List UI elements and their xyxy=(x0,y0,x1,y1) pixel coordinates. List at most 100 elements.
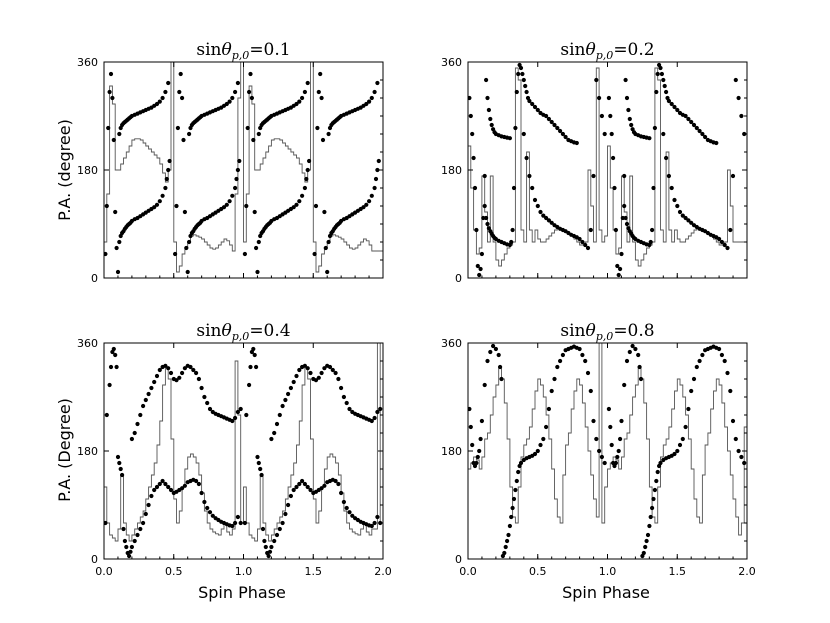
data-point xyxy=(514,478,519,484)
data-point xyxy=(336,376,341,382)
data-point xyxy=(615,263,620,269)
data-point xyxy=(622,203,627,209)
data-point xyxy=(230,523,235,529)
data-point xyxy=(725,370,730,376)
data-point xyxy=(164,176,169,182)
data-point xyxy=(535,203,540,209)
y-tick-label: 360 xyxy=(441,56,462,69)
data-point xyxy=(294,484,299,490)
data-point xyxy=(230,418,235,424)
data-point xyxy=(549,220,554,225)
data-point xyxy=(141,520,146,526)
data-point xyxy=(496,352,501,358)
data-point xyxy=(484,215,489,221)
data-point xyxy=(266,553,271,559)
data-point xyxy=(341,394,346,400)
data-point xyxy=(511,185,517,191)
data-point xyxy=(104,520,108,526)
data-point xyxy=(135,421,140,427)
data-point xyxy=(719,239,725,245)
data-point xyxy=(256,131,261,137)
data-point xyxy=(244,203,249,209)
data-point xyxy=(739,113,744,119)
data-point xyxy=(326,239,331,245)
data-point xyxy=(113,209,118,215)
data-point xyxy=(518,460,524,466)
title-prefix: sin xyxy=(560,321,585,341)
data-point xyxy=(302,481,307,487)
data-point xyxy=(493,346,498,352)
data-point xyxy=(623,77,628,83)
data-point xyxy=(320,137,326,143)
data-point xyxy=(152,379,157,385)
data-point xyxy=(118,466,123,472)
data-point xyxy=(615,454,620,460)
data-point xyxy=(655,469,660,475)
data-point xyxy=(230,193,235,198)
data-point xyxy=(549,388,554,394)
data-point xyxy=(174,378,179,383)
data-point xyxy=(341,499,346,505)
data-point xyxy=(106,125,111,131)
data-point xyxy=(180,95,185,101)
data-point xyxy=(135,532,140,538)
data-point xyxy=(498,364,503,370)
data-point xyxy=(262,538,267,544)
data-point xyxy=(168,487,174,493)
data-point xyxy=(308,370,313,376)
data-point xyxy=(686,406,691,412)
data-point xyxy=(574,140,579,146)
data-point xyxy=(166,167,171,173)
data-point xyxy=(173,251,178,257)
data-point xyxy=(163,185,168,191)
data-point xyxy=(742,460,747,466)
data-point xyxy=(291,487,296,493)
data-point xyxy=(221,205,227,210)
data-point xyxy=(675,203,680,209)
data-point xyxy=(602,460,607,466)
data-point xyxy=(207,510,213,515)
data-point xyxy=(319,486,324,491)
data-point xyxy=(247,382,252,388)
title-value: =0.2 xyxy=(613,40,654,60)
data-point xyxy=(322,209,327,215)
data-point xyxy=(237,158,242,164)
data-point xyxy=(700,352,705,358)
data-point xyxy=(302,89,307,95)
data-point xyxy=(555,364,560,370)
data-point xyxy=(503,544,508,550)
x-tick-label: 0.0 xyxy=(95,565,113,578)
data-point xyxy=(608,113,613,119)
data-point xyxy=(491,343,496,349)
data-point xyxy=(485,221,490,227)
data-point xyxy=(530,185,535,191)
data-point xyxy=(722,242,727,248)
histogram-line xyxy=(104,343,383,542)
data-point xyxy=(318,71,323,77)
data-point xyxy=(367,199,372,204)
plot-area xyxy=(468,343,747,559)
panel-3: 0.0 0.5 1.0 1.5 2.0 0 180 360 sinθp,0=0.4 xyxy=(77,321,392,578)
data-point xyxy=(524,89,529,95)
data-point xyxy=(580,352,585,358)
data-point xyxy=(479,251,484,257)
data-point xyxy=(478,266,483,272)
panel-4: 0.0 0.5 1.0 1.5 2.0 0 180 360 sinθp,0=0.8 xyxy=(441,321,756,578)
data-point xyxy=(339,490,344,496)
data-point xyxy=(507,523,512,529)
data-point xyxy=(300,478,305,484)
data-point xyxy=(509,239,514,245)
data-point xyxy=(369,418,374,424)
data-point xyxy=(664,89,669,95)
data-point xyxy=(316,89,321,95)
data-point xyxy=(651,496,656,502)
title-subscript: p,0 xyxy=(232,330,250,343)
data-point xyxy=(683,113,688,119)
data-point xyxy=(177,89,182,95)
data-point xyxy=(730,418,736,424)
y-tick-label: 180 xyxy=(77,164,98,177)
data-point xyxy=(683,424,688,430)
data-point xyxy=(629,122,634,128)
data-point xyxy=(518,65,524,71)
data-point xyxy=(549,119,554,125)
